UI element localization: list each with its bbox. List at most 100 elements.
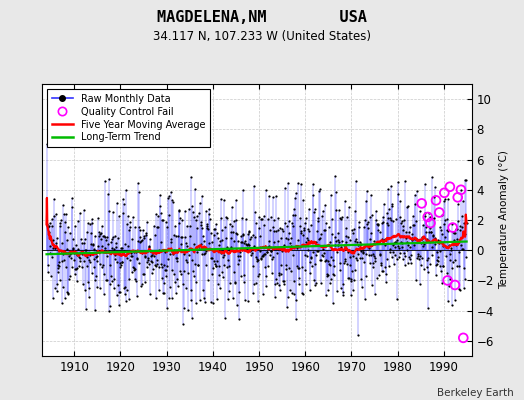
- Point: [456, 186, 465, 193]
- Point: [333, 242, 342, 248]
- Point: [280, 242, 288, 248]
- Point: [437, 268, 445, 274]
- Point: [107, 272, 115, 279]
- Point: [161, 267, 169, 273]
- Point: [111, 256, 119, 262]
- Point: [296, 215, 304, 221]
- Point: [186, 233, 194, 240]
- Point: [354, 241, 363, 248]
- Point: [168, 294, 177, 301]
- Point: [417, 240, 425, 246]
- Point: [177, 271, 185, 278]
- Point: [345, 204, 353, 210]
- Point: [188, 314, 196, 321]
- Point: [83, 254, 92, 260]
- Point: [303, 226, 312, 232]
- Point: [53, 234, 61, 241]
- Point: [53, 280, 61, 287]
- Point: [420, 266, 428, 272]
- Point: [197, 241, 205, 248]
- Point: [59, 250, 67, 257]
- Point: [191, 300, 200, 306]
- Point: [236, 248, 244, 255]
- Point: [411, 236, 420, 242]
- Point: [290, 206, 298, 212]
- Point: [368, 212, 376, 218]
- Point: [310, 261, 319, 267]
- Point: [418, 200, 426, 206]
- Point: [226, 280, 234, 287]
- Point: [192, 278, 201, 285]
- Point: [240, 240, 248, 246]
- Point: [399, 222, 408, 229]
- Point: [124, 243, 132, 250]
- Point: [78, 239, 86, 246]
- Point: [342, 233, 350, 239]
- Point: [72, 242, 80, 248]
- Point: [162, 266, 170, 273]
- Point: [214, 272, 223, 279]
- Point: [219, 274, 227, 280]
- Point: [387, 200, 396, 207]
- Point: [460, 285, 468, 291]
- Point: [43, 222, 51, 228]
- Point: [72, 252, 81, 258]
- Point: [199, 232, 207, 239]
- Point: [319, 246, 328, 253]
- Point: [429, 216, 438, 222]
- Point: [163, 304, 172, 311]
- Point: [394, 242, 402, 249]
- Point: [445, 276, 454, 282]
- Point: [430, 235, 439, 241]
- Point: [134, 189, 143, 195]
- Point: [86, 221, 95, 227]
- Point: [327, 254, 335, 260]
- Point: [140, 254, 149, 260]
- Point: [130, 249, 138, 256]
- Point: [181, 234, 189, 240]
- Point: [339, 288, 347, 295]
- Point: [211, 260, 220, 267]
- Point: [345, 262, 354, 268]
- Point: [274, 226, 282, 233]
- Point: [398, 218, 407, 224]
- Point: [412, 277, 420, 283]
- Point: [128, 268, 136, 275]
- Point: [251, 234, 259, 240]
- Point: [242, 215, 250, 222]
- Point: [118, 258, 127, 265]
- Point: [317, 231, 325, 237]
- Point: [56, 219, 64, 226]
- Point: [277, 262, 285, 268]
- Point: [313, 218, 322, 224]
- Point: [417, 254, 425, 261]
- Point: [365, 236, 374, 243]
- Point: [272, 193, 280, 200]
- Point: [225, 288, 233, 294]
- Point: [117, 245, 125, 251]
- Point: [305, 270, 314, 276]
- Point: [386, 215, 395, 222]
- Point: [47, 223, 56, 229]
- Point: [383, 220, 391, 226]
- Point: [147, 258, 156, 265]
- Point: [57, 248, 65, 254]
- Point: [97, 230, 105, 236]
- Point: [52, 288, 61, 295]
- Point: [443, 277, 452, 284]
- Point: [236, 253, 244, 260]
- Point: [355, 254, 364, 261]
- Point: [57, 217, 66, 224]
- Point: [139, 270, 147, 277]
- Point: [176, 268, 184, 274]
- Point: [452, 241, 461, 248]
- Point: [419, 239, 428, 245]
- Point: [378, 220, 386, 226]
- Point: [205, 239, 213, 246]
- Point: [99, 233, 107, 239]
- Point: [269, 254, 277, 260]
- Point: [175, 220, 183, 226]
- Point: [194, 262, 202, 268]
- Point: [357, 240, 366, 247]
- Point: [136, 227, 144, 234]
